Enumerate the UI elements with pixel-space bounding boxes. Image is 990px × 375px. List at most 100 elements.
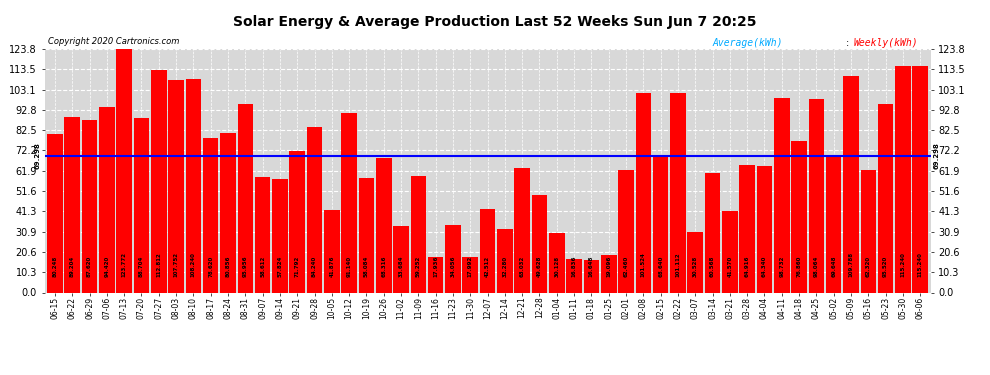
Bar xyxy=(411,176,426,292)
Text: 109.788: 109.788 xyxy=(848,252,853,277)
Text: 17.936: 17.936 xyxy=(434,255,439,277)
Bar xyxy=(670,93,686,292)
Bar xyxy=(636,93,651,292)
Text: 68.316: 68.316 xyxy=(381,255,386,277)
Bar xyxy=(913,66,928,292)
Bar xyxy=(532,195,547,292)
Text: 80.248: 80.248 xyxy=(52,255,57,277)
Text: 32.280: 32.280 xyxy=(502,256,508,277)
Bar xyxy=(878,104,893,292)
Text: 33.684: 33.684 xyxy=(399,255,404,277)
Text: 30.128: 30.128 xyxy=(554,256,559,277)
Text: 115.240: 115.240 xyxy=(901,252,906,277)
Text: 123.772: 123.772 xyxy=(122,252,127,277)
Bar xyxy=(895,66,911,292)
Text: 95.520: 95.520 xyxy=(883,255,888,277)
Bar xyxy=(358,178,374,292)
Bar xyxy=(117,49,132,292)
Bar xyxy=(740,165,755,292)
Bar xyxy=(376,158,391,292)
Text: Copyright 2020 Cartronics.com: Copyright 2020 Cartronics.com xyxy=(48,38,179,46)
Bar xyxy=(497,229,513,292)
Text: 41.876: 41.876 xyxy=(330,255,335,277)
Bar xyxy=(860,170,876,292)
Text: 69.298: 69.298 xyxy=(35,142,42,170)
Bar xyxy=(203,138,219,292)
Text: 112.812: 112.812 xyxy=(156,252,161,277)
Bar xyxy=(393,226,409,292)
Bar xyxy=(446,225,460,292)
Text: 16.836: 16.836 xyxy=(571,255,576,277)
Text: 108.240: 108.240 xyxy=(191,252,196,277)
Text: 95.956: 95.956 xyxy=(243,255,248,277)
Text: Solar Energy & Average Production Last 52 Weeks Sun Jun 7 20:25: Solar Energy & Average Production Last 5… xyxy=(234,15,756,29)
Text: 60.568: 60.568 xyxy=(710,255,715,277)
Bar xyxy=(134,118,149,292)
Text: 115.240: 115.240 xyxy=(918,252,923,277)
Bar xyxy=(48,135,62,292)
Bar xyxy=(64,117,80,292)
Bar xyxy=(756,166,772,292)
Bar xyxy=(480,209,495,292)
Text: Average(kWh): Average(kWh) xyxy=(713,38,783,48)
Bar xyxy=(705,173,721,292)
Text: 19.096: 19.096 xyxy=(606,255,611,277)
Bar xyxy=(272,178,288,292)
Bar xyxy=(809,99,824,292)
Text: 34.056: 34.056 xyxy=(450,255,455,277)
Text: 62.460: 62.460 xyxy=(624,255,629,277)
Text: 64.916: 64.916 xyxy=(744,255,749,277)
Bar xyxy=(791,141,807,292)
Text: 68.640: 68.640 xyxy=(658,255,663,277)
Bar xyxy=(168,80,184,292)
Bar xyxy=(652,158,668,292)
Bar xyxy=(687,232,703,292)
Bar xyxy=(428,257,444,292)
Bar xyxy=(220,133,236,292)
Text: 71.792: 71.792 xyxy=(295,255,300,277)
Bar xyxy=(566,260,582,292)
Text: 88.704: 88.704 xyxy=(139,255,144,277)
Text: 107.752: 107.752 xyxy=(173,252,178,277)
Bar xyxy=(584,260,599,292)
Text: 80.856: 80.856 xyxy=(226,255,231,277)
Text: 69.648: 69.648 xyxy=(832,255,837,277)
Text: 59.252: 59.252 xyxy=(416,255,421,277)
Text: 30.528: 30.528 xyxy=(693,255,698,277)
Text: 62.320: 62.320 xyxy=(866,256,871,277)
Text: 42.512: 42.512 xyxy=(485,256,490,277)
Bar xyxy=(618,170,634,292)
Text: 76.860: 76.860 xyxy=(797,255,802,277)
Text: 64.340: 64.340 xyxy=(762,255,767,277)
Text: 91.140: 91.140 xyxy=(346,256,351,277)
Bar xyxy=(515,168,530,292)
Text: 16.648: 16.648 xyxy=(589,255,594,277)
Text: Weekly(kWh): Weekly(kWh) xyxy=(853,38,918,48)
Bar xyxy=(843,76,858,292)
Bar xyxy=(307,127,323,292)
Text: 78.620: 78.620 xyxy=(208,255,213,277)
Bar xyxy=(238,104,253,292)
Bar xyxy=(774,98,790,292)
Text: 63.032: 63.032 xyxy=(520,255,525,277)
Bar xyxy=(826,155,842,292)
Text: 69.298: 69.298 xyxy=(934,142,940,170)
Text: 49.628: 49.628 xyxy=(537,255,542,277)
Bar xyxy=(324,210,340,292)
Bar xyxy=(289,151,305,292)
Bar xyxy=(254,177,270,292)
Bar xyxy=(462,257,478,292)
Text: 41.570: 41.570 xyxy=(728,255,733,277)
Bar xyxy=(99,106,115,292)
Bar xyxy=(342,113,357,292)
Text: 101.524: 101.524 xyxy=(641,252,645,277)
Text: 84.240: 84.240 xyxy=(312,255,317,277)
Text: 98.732: 98.732 xyxy=(779,255,784,277)
Text: 94.420: 94.420 xyxy=(104,255,109,277)
Text: 57.824: 57.824 xyxy=(277,255,282,277)
Bar xyxy=(185,80,201,292)
Bar xyxy=(82,120,97,292)
Bar xyxy=(601,255,617,292)
Bar xyxy=(722,211,738,292)
Text: 58.612: 58.612 xyxy=(260,255,265,277)
